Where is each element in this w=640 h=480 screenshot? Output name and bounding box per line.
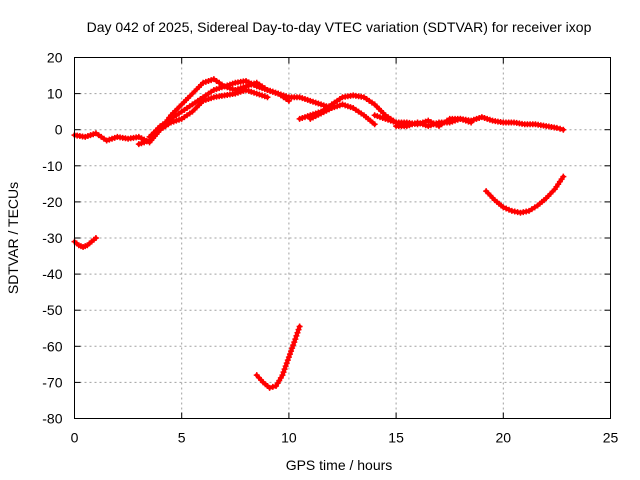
tick-layer: 0 5 10 15 20 25 20 10 0 -10 -20 -30 -40 -50 -60 -70 -80 bbox=[42, 50, 618, 446]
data-point bbox=[284, 357, 291, 364]
series-arc-mid-hump-2 bbox=[307, 101, 378, 128]
data-point bbox=[282, 363, 289, 370]
y-tick-label: -80 bbox=[42, 411, 62, 427]
grid-layer bbox=[74, 57, 611, 419]
data-point bbox=[292, 336, 299, 343]
y-tick-label: 10 bbox=[47, 86, 63, 102]
data-point bbox=[503, 205, 510, 212]
y-axis-label: SDTVAR / TECUs bbox=[5, 182, 21, 294]
chart-title: Day 042 of 2025, Sidereal Day-to-day VTE… bbox=[87, 19, 592, 35]
x-axis-label: GPS time / hours bbox=[286, 457, 393, 473]
data-point bbox=[293, 332, 300, 339]
x-tick-label: 10 bbox=[281, 430, 297, 446]
data-point bbox=[281, 366, 288, 373]
data-point bbox=[295, 326, 302, 333]
data-point bbox=[468, 119, 475, 126]
data-point bbox=[557, 125, 564, 132]
data-point bbox=[290, 342, 297, 349]
data-layer bbox=[71, 76, 567, 391]
data-point bbox=[500, 204, 507, 211]
y-tick-label: -30 bbox=[42, 230, 62, 246]
y-tick-label: 20 bbox=[47, 50, 63, 66]
data-point bbox=[288, 348, 295, 355]
data-point bbox=[92, 235, 99, 241]
series-arc-early-negative bbox=[71, 235, 99, 251]
series-arc-main-b bbox=[146, 77, 292, 140]
y-tick-label: 0 bbox=[55, 122, 63, 138]
data-point bbox=[285, 97, 292, 104]
series-arc-main-c bbox=[135, 86, 271, 148]
data-point bbox=[283, 360, 290, 367]
data-point bbox=[279, 372, 286, 379]
data-point bbox=[506, 206, 513, 213]
series-trace bbox=[484, 174, 566, 215]
data-point bbox=[269, 383, 276, 390]
x-tick-label: 5 bbox=[178, 430, 186, 446]
y-tick-label: -20 bbox=[42, 194, 62, 210]
x-tick-label: 15 bbox=[388, 430, 404, 446]
y-tick-label: -10 bbox=[42, 158, 62, 174]
data-point bbox=[286, 351, 293, 358]
series-arc-dip-deep bbox=[253, 323, 303, 391]
y-tick-label: -60 bbox=[42, 338, 62, 354]
y-tick-label: -70 bbox=[42, 374, 62, 390]
x-tick-label: 25 bbox=[603, 430, 619, 446]
data-point bbox=[294, 329, 301, 336]
y-tick-label: -50 bbox=[42, 302, 62, 318]
data-point bbox=[371, 121, 378, 128]
y-tick-label: -40 bbox=[42, 266, 62, 282]
series-arc-late-negative bbox=[483, 173, 567, 216]
data-point bbox=[296, 323, 303, 330]
x-tick-label: 0 bbox=[71, 430, 79, 446]
x-tick-label: 20 bbox=[496, 430, 512, 446]
data-point bbox=[560, 126, 567, 133]
data-point bbox=[553, 124, 560, 131]
data-point bbox=[560, 173, 567, 180]
series-arc-main-a bbox=[71, 76, 335, 146]
data-point bbox=[266, 384, 273, 391]
series-arc-late-2 bbox=[393, 115, 475, 130]
series-trace bbox=[72, 77, 334, 145]
data-point bbox=[291, 339, 298, 346]
data-point bbox=[264, 94, 271, 101]
data-point bbox=[280, 369, 287, 376]
data-point bbox=[289, 345, 296, 352]
data-point bbox=[285, 354, 292, 361]
